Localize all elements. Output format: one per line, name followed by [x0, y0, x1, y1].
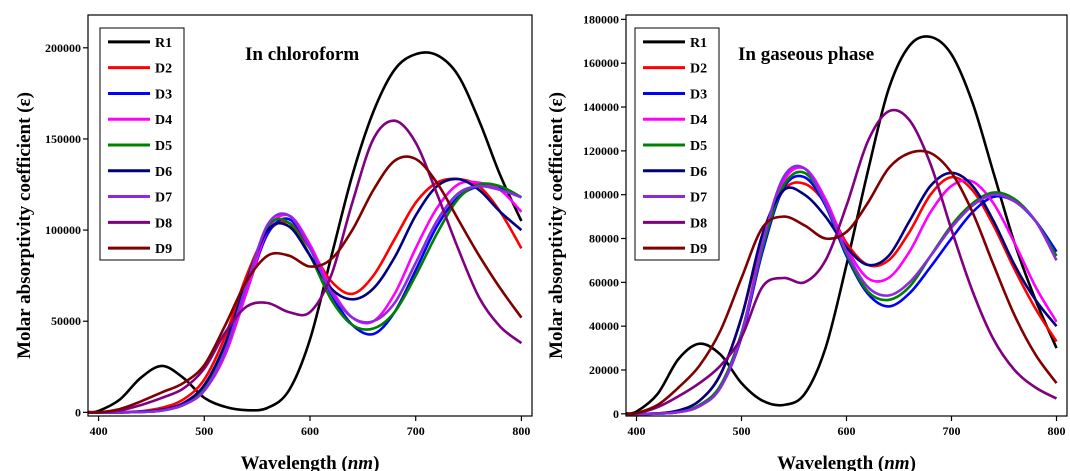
series-line-d7	[88, 184, 522, 414]
x-tick-label: 500	[195, 424, 213, 438]
chart-panel-1: 400 500 600 700 800 0 50000 100000 150000 200000 W…	[14, 14, 533, 471]
y-tick-label: 50000	[51, 314, 81, 328]
legend-label-d2: D2	[690, 62, 707, 77]
legend-label-d9: D9	[690, 242, 707, 257]
legend: R1 D2 D3 D4 D5 D6 D7 D8 D9	[99, 27, 185, 261]
x-tick-label: 700	[407, 424, 425, 438]
series-line-d9	[88, 155, 523, 414]
legend-label-d4: D4	[155, 113, 172, 128]
legend-label-d7: D7	[155, 191, 172, 206]
legend-label-r1: R1	[155, 36, 172, 51]
x-axis-title: Wavelength (nm)	[777, 453, 916, 471]
chart-panel-2: 400 500 600 700 800 0 20000 40000 60000 80000 1000…	[546, 12, 1068, 471]
legend-label-d6: D6	[155, 165, 172, 180]
x-tick-label: 400	[90, 424, 108, 438]
panel-annotation: In chloroform	[245, 44, 359, 65]
y-tick-label: 0	[75, 405, 81, 419]
y-tick-label: 80000	[589, 232, 619, 246]
y-tick-label: 200000	[45, 41, 81, 55]
legend-label-d9: D9	[155, 242, 172, 257]
legend-label-r1: R1	[690, 36, 707, 51]
x-axis-title: Wavelength (nm)	[241, 453, 380, 471]
x-tick-label: 600	[301, 424, 319, 438]
series-line-r1	[88, 51, 523, 414]
y-tick-label: 20000	[589, 363, 619, 377]
legend-label-d5: D5	[155, 139, 172, 154]
y-tick-label: 100000	[583, 188, 619, 202]
legend-label-d7: D7	[690, 191, 707, 206]
series-line-r1	[626, 35, 1058, 415]
x-tick-label: 400	[628, 424, 646, 438]
legend-label-d3: D3	[155, 87, 172, 102]
y-tick-label: 180000	[583, 12, 619, 26]
legend-label-d4: D4	[690, 113, 707, 128]
x-tick-label: 600	[838, 424, 856, 438]
x-tick-label: 800	[512, 424, 530, 438]
series-line-d9	[626, 149, 1058, 416]
series-line-d8	[88, 119, 523, 414]
legend: R1 D2 D3 D4 D5 D6 D7 D8 D9	[634, 27, 720, 261]
y-tick-label: 100000	[45, 223, 81, 237]
y-tick-label: 150000	[45, 132, 81, 146]
y-tick-label: 0	[613, 407, 619, 421]
x-tick-label: 700	[943, 424, 961, 438]
legend-label-d8: D8	[155, 216, 172, 231]
y-tick-label: 160000	[583, 56, 619, 70]
x-tick-label: 500	[733, 424, 751, 438]
legend-label-d5: D5	[690, 139, 707, 154]
y-axis-title: Molar absorptivity coefficient (ε)	[546, 92, 567, 359]
y-axis-title: Molar absorptivity coefficient (ε)	[14, 92, 35, 359]
y-tick-label: 60000	[589, 275, 619, 289]
legend-label-d3: D3	[690, 87, 707, 102]
panel-annotation: In gaseous phase	[738, 44, 874, 65]
y-tick-label: 140000	[583, 100, 619, 114]
series-line-d7	[626, 164, 1058, 416]
series-line-d8	[626, 108, 1058, 416]
legend-label-d8: D8	[690, 216, 707, 231]
y-tick-label: 120000	[583, 144, 619, 158]
legend-label-d6: D6	[690, 165, 707, 180]
legend-label-d2: D2	[155, 62, 172, 77]
y-tick-label: 40000	[589, 319, 619, 333]
x-tick-label: 800	[1048, 424, 1066, 438]
